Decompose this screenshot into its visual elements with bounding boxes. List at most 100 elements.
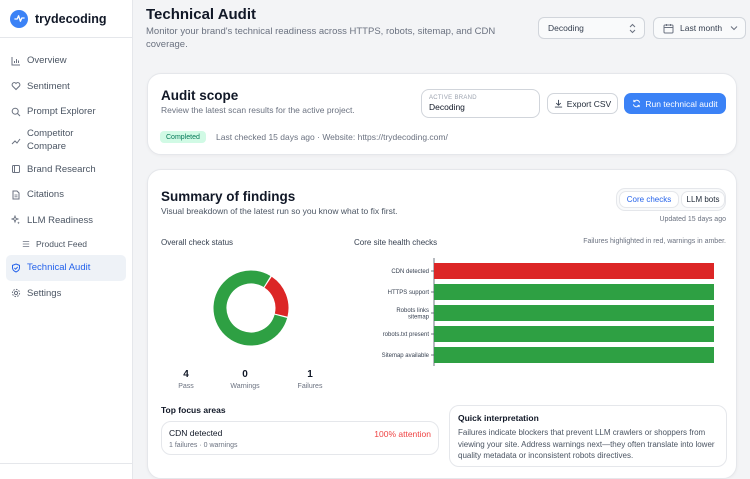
tab-core-checks[interactable]: Core checks bbox=[619, 191, 679, 208]
focus-area-attention: 100% attention bbox=[374, 429, 431, 439]
focus-area-meta: 1 failures · 0 warnings bbox=[169, 442, 238, 449]
active-brand-value: Decoding bbox=[429, 102, 465, 112]
sidebar-item-label: Technical Audit bbox=[27, 262, 91, 274]
sidebar-item-label: LLM Readiness bbox=[27, 214, 94, 226]
core-checks-label: Core site health checks bbox=[354, 238, 438, 247]
brand-select[interactable]: Decoding bbox=[538, 17, 645, 39]
donut-slice-pass bbox=[213, 270, 288, 346]
sidebar-item-label: Citations bbox=[27, 189, 64, 201]
brand-select-value: Decoding bbox=[548, 23, 584, 33]
bar-chart-icon bbox=[11, 56, 20, 66]
audit-scope-subtitle: Review the latest scan results for the a… bbox=[161, 105, 355, 115]
sidebar-item-label: Product Feed bbox=[36, 239, 88, 249]
tick-label-robots-txt-present: robots.txt present bbox=[383, 332, 430, 338]
tick-label-cdn-detected: CDN detected bbox=[391, 269, 429, 275]
page-title: Technical Audit bbox=[146, 6, 257, 23]
sidebar-item-label: Settings bbox=[27, 287, 62, 299]
overall-status-donut bbox=[213, 270, 289, 346]
sidebar-divider bbox=[0, 463, 132, 464]
tick-label-sitemap-available: Sitemap available bbox=[382, 353, 430, 359]
warnings-label: Warnings bbox=[230, 383, 260, 390]
pass-stat: 4 Pass bbox=[161, 369, 211, 390]
tab-llm-bots[interactable]: LLM bots bbox=[681, 191, 725, 208]
sidebar-item-product-feed[interactable]: Product Feed bbox=[6, 233, 126, 255]
sidebar-item-brand-research[interactable]: Brand Research bbox=[6, 157, 126, 183]
summary-subtitle: Visual breakdown of the latest run so yo… bbox=[161, 206, 398, 216]
pulse-logo-icon bbox=[10, 9, 28, 28]
run-technical-audit-label: Run technical audit bbox=[645, 98, 718, 109]
brand-name: trydecoding bbox=[35, 11, 107, 26]
core-checks-bar-chart: CDN detected HTTPS support Robots links sit… bbox=[382, 258, 714, 366]
tick-label-https-support: HTTPS support bbox=[388, 290, 430, 296]
sidebar-item-label: Competitor Compare bbox=[27, 128, 74, 152]
refresh-icon bbox=[633, 99, 641, 108]
export-csv-label: Export CSV bbox=[566, 98, 612, 109]
audit-scope-card: Audit scope Review the latest scan resul… bbox=[147, 73, 737, 155]
download-icon bbox=[554, 99, 562, 108]
bar-sitemap-available bbox=[434, 347, 714, 363]
sidebar-item-overview[interactable]: Overview bbox=[6, 48, 126, 74]
bar-https-support bbox=[434, 284, 714, 300]
focus-areas-title: Top focus areas bbox=[161, 405, 226, 415]
focus-area-name: CDN detected bbox=[169, 428, 223, 438]
quick-interpretation-panel: Quick interpretation Failures indicate b… bbox=[449, 405, 727, 467]
sidebar-item-label: Prompt Explorer bbox=[27, 106, 96, 118]
brand-header[interactable]: trydecoding bbox=[0, 0, 132, 38]
quick-interpretation-body: Failures indicate blockers that prevent … bbox=[458, 428, 715, 460]
sidebar-item-competitor-compare[interactable]: Competitor Compare bbox=[6, 125, 126, 157]
summary-card: Summary of findings Visual breakdown of … bbox=[147, 169, 737, 479]
overall-status-label: Overall check status bbox=[161, 238, 234, 247]
pass-count: 4 bbox=[183, 369, 189, 380]
failures-label: Failures bbox=[297, 383, 323, 390]
active-brand-label: ACTIVE BRAND bbox=[429, 95, 477, 101]
trend-icon bbox=[11, 138, 21, 144]
page-subtitle: Monitor your brand's technical readiness… bbox=[146, 26, 496, 50]
bar-robots-txt-present bbox=[434, 326, 714, 342]
focus-area-item[interactable]: CDN detected 1 failures · 0 warnings 100… bbox=[161, 421, 439, 455]
last-checked-text: Last checked 15 days ago · Website: http… bbox=[216, 132, 448, 142]
bar-robots-links-sitemap bbox=[434, 305, 714, 321]
check-type-toggle: Core checks LLM bots bbox=[616, 188, 726, 211]
summary-title: Summary of findings bbox=[161, 189, 296, 204]
export-csv-button[interactable]: Export CSV bbox=[547, 93, 618, 114]
sparkles-icon bbox=[11, 215, 20, 225]
sidebar-item-label: Sentiment bbox=[27, 80, 70, 92]
sidebar-item-label: Brand Research bbox=[27, 163, 96, 175]
warnings-stat: 0 Warnings bbox=[220, 369, 270, 390]
sidebar-nav: Overview Sentiment Prompt Explorer Compe… bbox=[0, 38, 132, 306]
date-range-select[interactable]: Last month bbox=[653, 17, 746, 39]
quick-interpretation-title: Quick interpretation bbox=[458, 413, 539, 423]
status-badge: Completed bbox=[160, 131, 206, 143]
updated-text: Updated 15 days ago bbox=[659, 216, 726, 223]
failures-count: 1 bbox=[307, 369, 313, 380]
list-icon bbox=[22, 241, 30, 247]
sidebar-item-llm-readiness[interactable]: LLM Readiness bbox=[6, 208, 126, 234]
audit-scope-title: Audit scope bbox=[161, 88, 239, 103]
pass-label: Pass bbox=[178, 383, 194, 390]
run-technical-audit-button[interactable]: Run technical audit bbox=[624, 93, 726, 114]
active-brand-field[interactable]: ACTIVE BRAND Decoding bbox=[421, 89, 540, 118]
sidebar-item-citations[interactable]: Citations bbox=[6, 182, 126, 208]
chart-hint: Failures highlighted in red, warnings in… bbox=[583, 238, 726, 245]
sidebar-item-sentiment[interactable]: Sentiment bbox=[6, 74, 126, 100]
search-icon bbox=[11, 107, 21, 117]
date-range-value: Last month bbox=[680, 23, 723, 33]
chevron-down-icon bbox=[730, 26, 738, 31]
donut-slice-failures bbox=[264, 276, 289, 317]
sidebar-item-technical-audit[interactable]: Technical Audit bbox=[6, 255, 126, 281]
heart-icon bbox=[11, 82, 21, 91]
bar-cdn-detected bbox=[434, 263, 714, 279]
sidebar-item-settings[interactable]: Settings bbox=[6, 281, 126, 307]
sidebar: trydecoding Overview Sentiment Prompt Ex… bbox=[0, 0, 133, 479]
failures-stat: 1 Failures bbox=[285, 369, 335, 390]
document-icon bbox=[12, 190, 20, 200]
book-icon bbox=[12, 165, 20, 174]
warnings-count: 0 bbox=[242, 369, 248, 380]
calendar-icon bbox=[663, 24, 674, 34]
tick-label-robots-links-sitemap: Robots links sitemap bbox=[396, 308, 429, 321]
sidebar-item-prompt-explorer[interactable]: Prompt Explorer bbox=[6, 99, 126, 125]
shield-check-icon bbox=[12, 263, 20, 273]
gear-icon bbox=[11, 289, 21, 298]
sidebar-item-label: Overview bbox=[27, 55, 67, 67]
chevron-up-down-icon bbox=[629, 23, 636, 34]
